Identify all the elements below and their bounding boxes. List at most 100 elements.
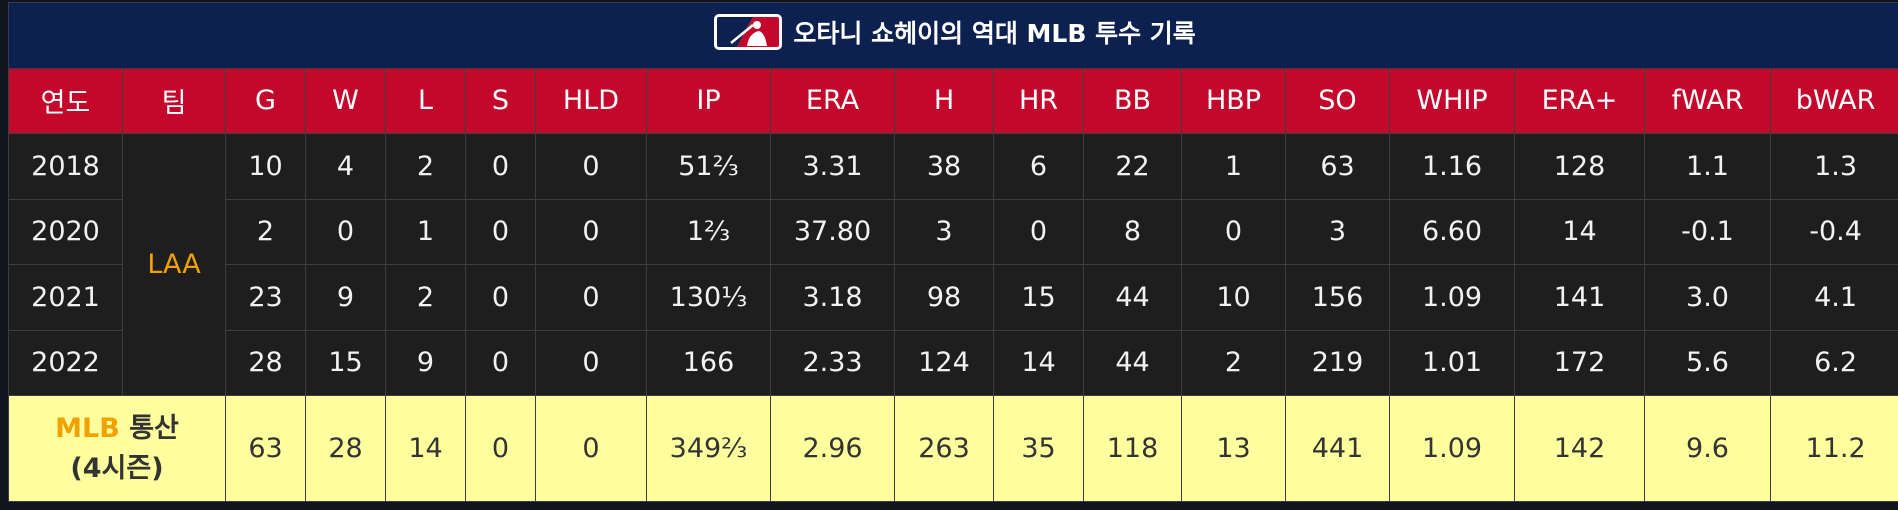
stat-cell: 1.3 (1769, 133, 1898, 200)
stat-cell: 124 (894, 329, 994, 397)
total-stat-cell: 0 (535, 395, 647, 502)
stat-cell: 2 (1181, 329, 1286, 397)
stat-cell: 63 (1285, 133, 1390, 200)
total-stat-cell: 28 (305, 395, 386, 502)
stat-cell: 14 (1514, 198, 1645, 266)
stat-cell: 0 (465, 329, 536, 397)
col-header-year: 연도 (8, 67, 123, 135)
stat-cell: 5.6 (1644, 329, 1771, 397)
col-header-team: 팀 (122, 67, 226, 135)
stat-cell: 28 (225, 329, 306, 397)
stat-cell: 15 (993, 264, 1084, 331)
stat-cell: 2 (385, 133, 466, 200)
col-header-so: SO (1285, 67, 1390, 135)
total-stat-cell: 11.2 (1769, 395, 1898, 502)
stat-cell: 1.1 (1644, 133, 1771, 200)
pitching-stats-table: 오타니 쇼헤이의 역대 MLB 투수 기록 연도 팀 G W L S HLD I… (7, 2, 1898, 502)
col-header-era-plus: ERA+ (1514, 67, 1645, 135)
stat-cell: 1.01 (1389, 329, 1515, 397)
year-cell: 2021 (8, 264, 123, 331)
stat-cell: 1⅔ (646, 198, 771, 266)
stat-cell: 37.80 (770, 198, 895, 266)
stat-cell: 9 (305, 264, 386, 331)
stat-cell: 0 (535, 329, 647, 397)
col-header-fwar: fWAR (1644, 67, 1771, 135)
stat-cell: 44 (1083, 329, 1182, 397)
total-stat-cell: 13 (1181, 395, 1286, 502)
stat-cell: 4.1 (1769, 264, 1898, 331)
total-stat-cell: 35 (993, 395, 1084, 502)
col-header-hbp: HBP (1181, 67, 1286, 135)
stat-cell: -0.1 (1644, 198, 1771, 266)
stat-cell: 130⅓ (646, 264, 771, 331)
stat-cell: 3 (1285, 198, 1390, 266)
stat-cell: 6 (993, 133, 1084, 200)
team-cell: LAA (122, 133, 226, 397)
col-header-w: W (305, 67, 386, 135)
stat-cell: 0 (1181, 198, 1286, 266)
stat-cell: 1 (1181, 133, 1286, 200)
stat-cell: 2 (225, 198, 306, 266)
stat-cell: 128 (1514, 133, 1645, 200)
stat-cell: 3.0 (1644, 264, 1771, 331)
col-header-s: S (465, 67, 536, 135)
stat-cell: 0 (465, 264, 536, 331)
stat-cell: 6.60 (1389, 198, 1515, 266)
total-seasons-label: (4시즌) (70, 452, 164, 484)
total-row: MLB 통산 (4시즌) 63 28 14 0 0 349⅔ 2.96 263 … (8, 395, 1898, 502)
total-stat-cell: 441 (1285, 395, 1390, 502)
table-row: 2021 23 9 2 0 0 130⅓ 3.18 98 15 44 10 15… (8, 264, 1898, 331)
stat-cell: 166 (646, 329, 771, 397)
col-header-h: H (894, 67, 994, 135)
stat-cell: -0.4 (1769, 198, 1898, 266)
col-header-g: G (225, 67, 306, 135)
stat-cell: 0 (535, 264, 647, 331)
col-header-bwar: bWAR (1769, 67, 1898, 135)
table-title: 오타니 쇼헤이의 역대 MLB 투수 기록 (7, 2, 1898, 69)
total-stat-cell: 63 (225, 395, 306, 502)
stat-cell: 0 (535, 133, 647, 200)
mlb-logo-icon (713, 13, 783, 51)
table-row: 2022 28 15 9 0 0 166 2.33 124 14 44 2 21… (8, 329, 1898, 397)
col-header-l: L (385, 67, 466, 135)
stat-cell: 156 (1285, 264, 1390, 331)
total-stat-cell: 1.09 (1389, 395, 1515, 502)
col-header-hld: HLD (535, 67, 647, 135)
stat-cell: 1.09 (1389, 264, 1515, 331)
stat-cell: 2.33 (770, 329, 895, 397)
total-label: MLB 통산 (4시즌) (8, 395, 226, 502)
stat-cell: 0 (465, 133, 536, 200)
stat-cell: 98 (894, 264, 994, 331)
stat-cell: 10 (225, 133, 306, 200)
stat-cell: 9 (385, 329, 466, 397)
stat-cell: 3.18 (770, 264, 895, 331)
stat-cell: 1 (385, 198, 466, 266)
header-row: 연도 팀 G W L S HLD IP ERA H HR BB HBP SO W… (8, 67, 1898, 135)
year-cell: 2020 (8, 198, 123, 266)
stat-cell: 44 (1083, 264, 1182, 331)
stat-cell: 4 (305, 133, 386, 200)
total-stat-cell: 263 (894, 395, 994, 502)
total-stat-cell: 118 (1083, 395, 1182, 502)
stat-cell: 8 (1083, 198, 1182, 266)
year-cell: 2022 (8, 329, 123, 397)
stat-cell: 1.16 (1389, 133, 1515, 200)
stat-cell: 15 (305, 329, 386, 397)
stat-cell: 6.2 (1769, 329, 1898, 397)
total-league-label: MLB (55, 412, 120, 444)
year-cell: 2018 (8, 133, 123, 200)
stat-cell: 219 (1285, 329, 1390, 397)
stat-cell: 0 (535, 198, 647, 266)
table-row: 2018 LAA 10 4 2 0 0 51⅔ 3.31 38 6 22 1 6… (8, 133, 1898, 397)
col-header-era: ERA (770, 67, 895, 135)
total-stat-cell: 2.96 (770, 395, 895, 502)
stat-cell: 0 (465, 198, 536, 266)
title-text: 오타니 쇼헤이의 역대 MLB 투수 기록 (793, 19, 1196, 49)
col-header-hr: HR (993, 67, 1084, 135)
table-row: 2020 2 0 1 0 0 1⅔ 37.80 3 0 8 0 3 6.60 1… (8, 198, 1898, 266)
stat-cell: 141 (1514, 264, 1645, 331)
stat-cell: 0 (993, 198, 1084, 266)
title-row: 오타니 쇼헤이의 역대 MLB 투수 기록 (7, 2, 1898, 69)
stat-cell: 3 (894, 198, 994, 266)
